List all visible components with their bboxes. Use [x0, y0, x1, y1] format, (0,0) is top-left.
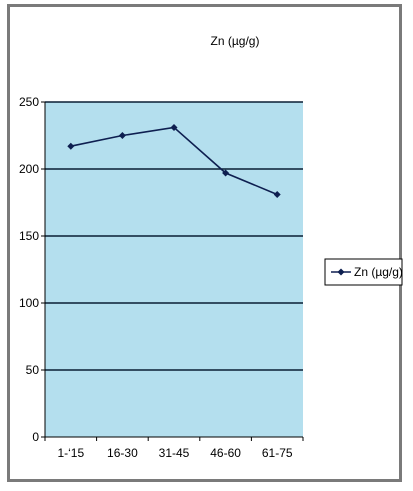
y-tick-labels: 0 50 100 150 200 250: [19, 95, 39, 444]
y-tick-label: 250: [19, 95, 39, 109]
x-tick-label: 31-45: [159, 446, 190, 460]
data-point: [170, 123, 178, 131]
y-tick-label: 50: [26, 363, 40, 377]
x-tick-label: 61-75: [262, 446, 293, 460]
data-point: [67, 142, 75, 150]
x-tick-labels: 1-‘15 16-30 31-45 46-60 61-75: [57, 446, 292, 460]
x-tick-label: 1-‘15: [57, 446, 84, 460]
x-tick-label: 46-60: [210, 446, 241, 460]
data-point: [273, 190, 281, 198]
chart-title: Zn (µg/g): [211, 34, 260, 48]
plot-area: [45, 102, 303, 437]
data-point: [118, 132, 126, 139]
axes: [41, 101, 304, 441]
data-point: [222, 169, 230, 177]
y-tick-label: 100: [19, 296, 39, 310]
y-tick-label: 0: [32, 430, 39, 444]
legend-diamond-marker: [337, 268, 345, 276]
gridlines: [45, 101, 303, 371]
y-tick-label: 200: [19, 162, 39, 176]
y-tick-label: 150: [19, 229, 39, 243]
series-zn: [67, 123, 281, 198]
x-tick-label: 16-30: [107, 446, 138, 460]
legend: Zn (µg/g): [324, 258, 403, 286]
legend-label: Zn (µg/g): [354, 265, 403, 279]
